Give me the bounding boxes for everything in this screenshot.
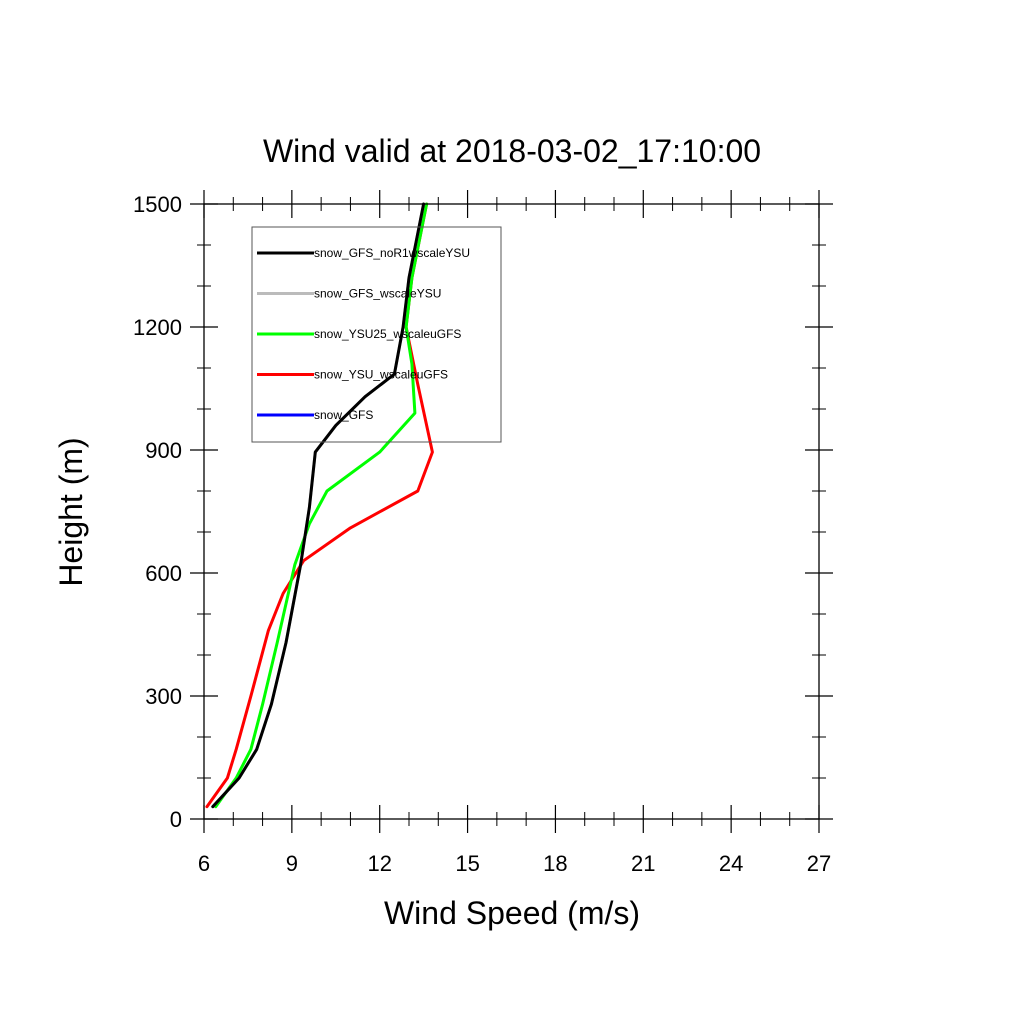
series-line-snow-ysu25-wscaleugfs	[214, 202, 429, 809]
y-tick-label: 0	[170, 807, 182, 832]
x-tick-label: 27	[807, 851, 831, 876]
y-tick-label: 600	[145, 561, 182, 586]
legend-box	[251, 226, 502, 443]
legend-label: snow_GFS_wscaleYSU	[314, 287, 441, 301]
plot-frame	[203, 203, 820, 820]
legend-label: snow_YSU25_wscaleuGFS	[314, 327, 461, 341]
x-tick-label: 15	[455, 851, 479, 876]
series-line-snow-gfs-nor1wscaleysu	[211, 202, 426, 809]
x-tick-label: 18	[543, 851, 567, 876]
y-tick-label: 1500	[133, 192, 182, 217]
x-tick-label: 12	[367, 851, 391, 876]
legend: snow_GFS_noR1wscaleYSU snow_GFS_wscaleYSU…	[251, 226, 502, 443]
legend-label: snow_YSU_wscaleuGFS	[314, 368, 448, 382]
x-axis-label: Wind Speed (m/s)	[384, 895, 640, 931]
y-tick-label: 900	[145, 438, 182, 463]
legend-label: snow_GFS	[314, 408, 373, 422]
chart-title: Wind valid at 2018-03-02_17:10:00	[263, 133, 761, 169]
legend-label: snow_GFS_noR1wscaleYSU	[314, 246, 470, 260]
x-tick-label: 21	[631, 851, 655, 876]
x-tick-label: 9	[286, 851, 298, 876]
x-tick-label: 24	[719, 851, 743, 876]
y-tick-label: 300	[145, 684, 182, 709]
series-lines	[205, 202, 434, 809]
y-tick-label: 1200	[133, 315, 182, 340]
y-axis-label: Height (m)	[53, 437, 89, 586]
x-tick-label: 6	[198, 851, 210, 876]
